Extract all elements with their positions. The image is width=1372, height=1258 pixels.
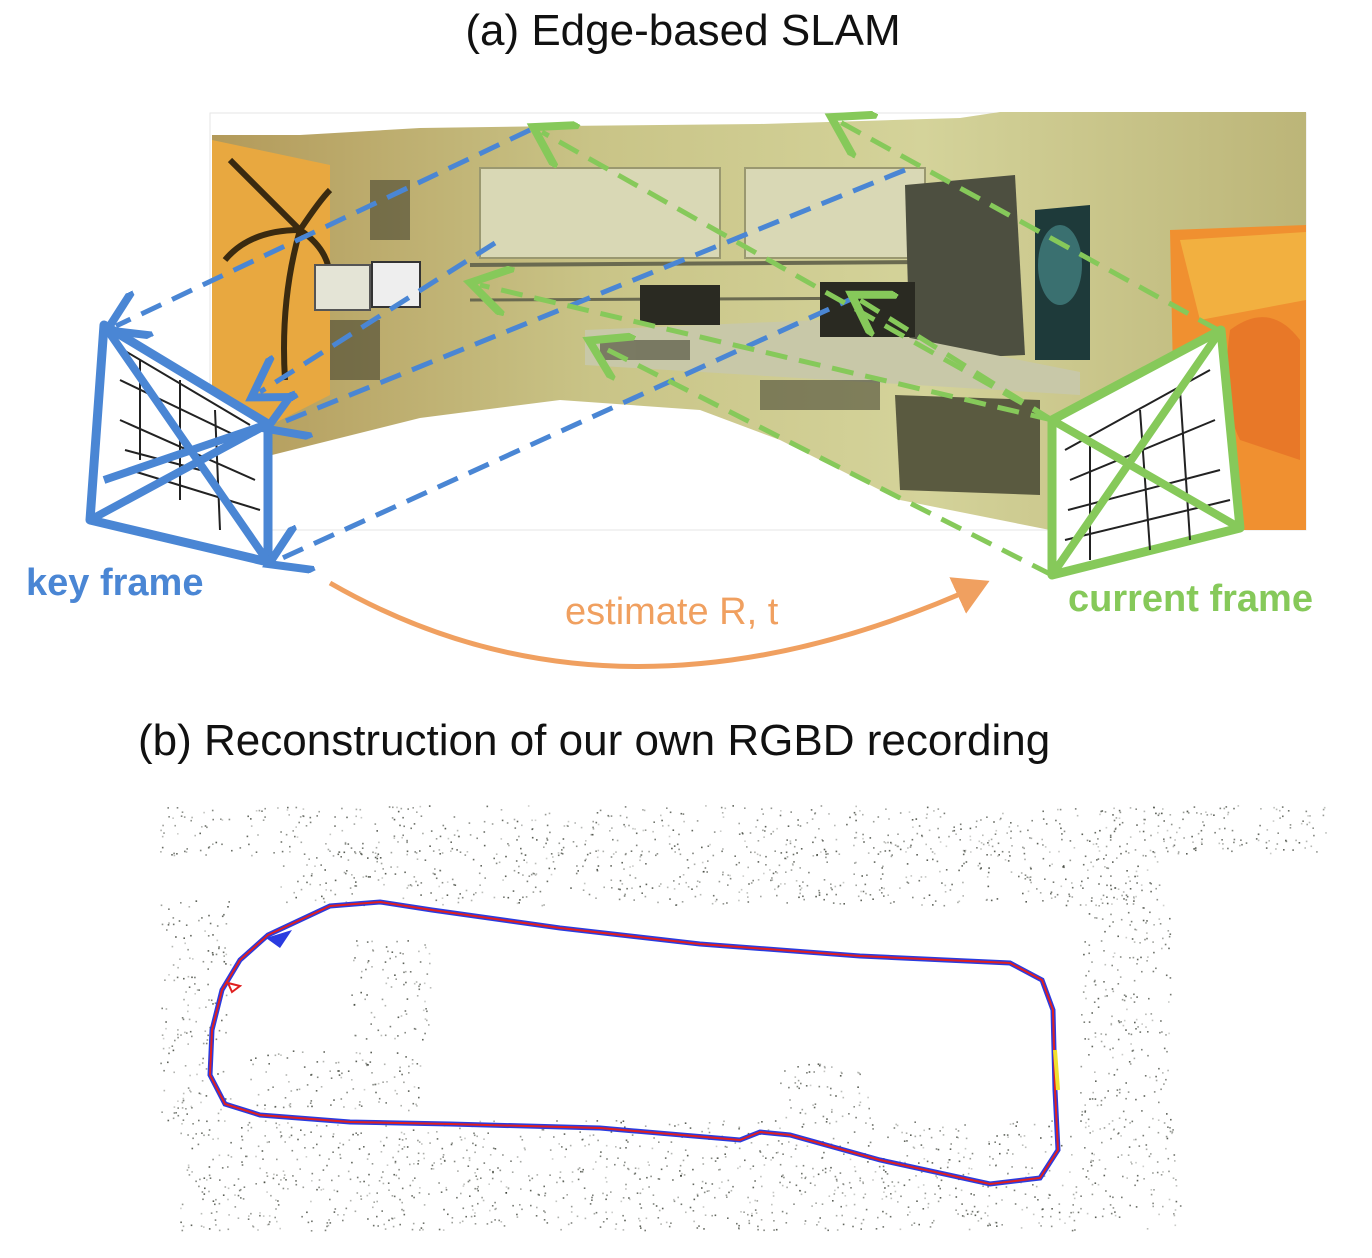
title-edge-based-slam: (a) Edge-based SLAM <box>465 6 901 55</box>
estimate-label: estimate R, t <box>565 591 779 633</box>
title-reconstruction: (b) Reconstruction of our own RGBD recor… <box>138 716 1051 765</box>
estimate-arrow <box>328 577 990 669</box>
key-frame-correspondences <box>116 127 906 560</box>
trajectory-estimate <box>208 900 1060 1186</box>
current-frame-camera-icon <box>1047 325 1245 580</box>
key-frame-label: key frame <box>26 562 204 604</box>
current-frame-label: current frame <box>1068 578 1313 620</box>
trajectory-ground-truth <box>207 899 1061 1187</box>
current-frame-correspondences <box>480 122 1220 578</box>
reconstruction-point-cloud <box>160 805 1327 1232</box>
